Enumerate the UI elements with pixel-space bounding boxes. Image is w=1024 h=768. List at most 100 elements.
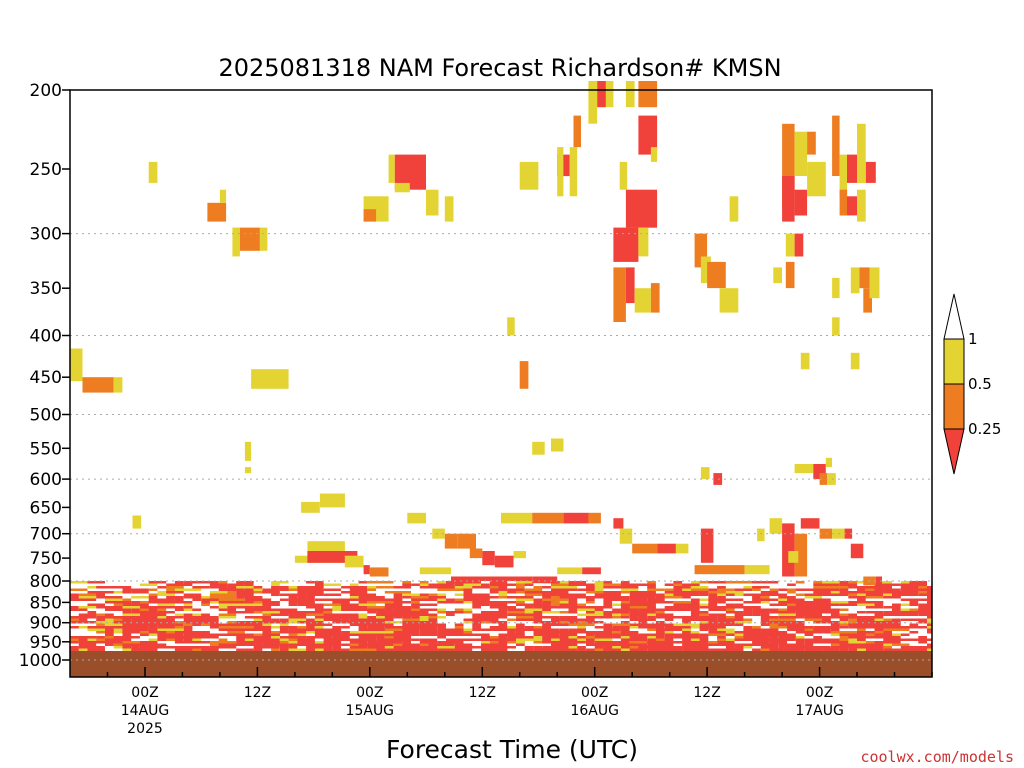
heatmap-cell [586,583,595,586]
heatmap-cell [682,583,700,586]
heatmap-cell [725,593,735,596]
heatmap-cell [620,581,630,584]
heatmap-cell [743,638,770,641]
heatmap-cell [647,641,674,644]
heatmap-cell [752,613,761,616]
heatmap-cell [259,227,268,251]
heatmap-cell [638,621,648,624]
heatmap-cell [752,588,761,591]
heatmap-cell [393,603,403,606]
heatmap-cell [437,623,446,626]
heatmap-cell [918,598,927,601]
heatmap-cell [918,621,932,624]
heatmap-cell [673,633,683,636]
heatmap-cell [402,583,411,586]
heatmap-cell [664,646,683,649]
heatmap-cell [699,628,709,631]
heatmap-cell [140,641,158,644]
heatmap-cell [795,631,822,634]
heatmap-cell [271,626,289,629]
heatmap-cell [472,603,490,606]
heatmap-cell [760,618,770,621]
heatmap-cell [384,611,411,614]
heatmap-cell [87,638,97,641]
heatmap-cell [332,603,350,606]
heatmap-cell [874,606,884,609]
heatmap-cell [708,601,718,604]
x-tick-label: 12Z [244,685,271,701]
heatmap-cell [603,636,613,639]
heatmap-cell [498,616,508,619]
heatmap-cell [297,596,315,599]
heatmap-cell [288,596,298,599]
heatmap-cell [113,646,132,649]
y-tick-label: 850 [30,593,62,613]
heatmap-cell [717,643,735,646]
heatmap-cell [437,588,464,591]
heatmap-cell [875,576,882,586]
heatmap-cell [699,643,718,646]
heatmap-cell [367,598,385,601]
heatmap-cell [244,598,272,601]
heatmap-cell [629,618,656,621]
heatmap-cell [306,618,315,621]
heatmap-cell [682,593,700,596]
heatmap-cell [865,621,892,624]
heatmap-cell [542,593,569,596]
heatmap-cell [760,621,770,624]
heatmap-cell [909,648,927,651]
heatmap-cell [760,646,779,649]
heatmap-cell [148,626,158,629]
heatmap-cell [857,638,866,641]
heatmap-cell [830,628,840,631]
credit-link[interactable]: coolwx.com/models [860,748,1014,766]
heatmap-cell [306,611,324,614]
heatmap-cell [271,636,280,639]
heatmap-cell [437,583,446,586]
heatmap-cell [632,543,658,554]
heatmap-cell [804,641,831,644]
heatmap-cell [306,626,315,629]
heatmap-cell [516,598,525,601]
heatmap-cell [122,618,132,621]
heatmap-cell [454,623,464,626]
heatmap-cell [830,643,849,646]
heatmap-cell [463,588,473,591]
heatmap-cell [349,583,359,586]
heatmap-cell [557,567,583,575]
heatmap-cell [927,626,932,629]
heatmap-cell [192,623,202,626]
heatmap-cell [332,646,341,649]
heatmap-cell [166,591,184,594]
heatmap-cell [734,581,761,584]
heatmap-cell [201,596,210,599]
heatmap-cell [927,631,932,634]
heatmap-cell [787,591,796,594]
heatmap-cell [613,267,626,322]
heatmap-cell [690,616,700,619]
heatmap-cell [288,643,315,646]
heatmap-cell [218,641,237,644]
heatmap-cell [743,588,753,591]
heatmap-cell [113,621,132,624]
heatmap-cell [795,643,805,646]
heatmap-cell [148,601,158,604]
heatmap-cell [568,581,586,584]
heatmap-cell [800,518,820,529]
heatmap-cell [437,646,464,649]
heatmap-cell [87,611,97,614]
heatmap-cell [612,623,630,626]
heatmap-cell [559,631,578,634]
heatmap-cell [865,606,875,609]
heatmap-cell [586,598,595,601]
heatmap-cell [157,613,167,616]
heatmap-cell [279,598,289,601]
heatmap-cell [769,608,779,611]
heatmap-cell [848,586,875,589]
heatmap-cell [253,586,263,589]
heatmap-cell [551,646,560,649]
heatmap-cell [533,628,560,631]
heatmap-cell [201,648,219,651]
heatmap-cell [865,588,875,591]
heatmap-cell [253,648,263,651]
